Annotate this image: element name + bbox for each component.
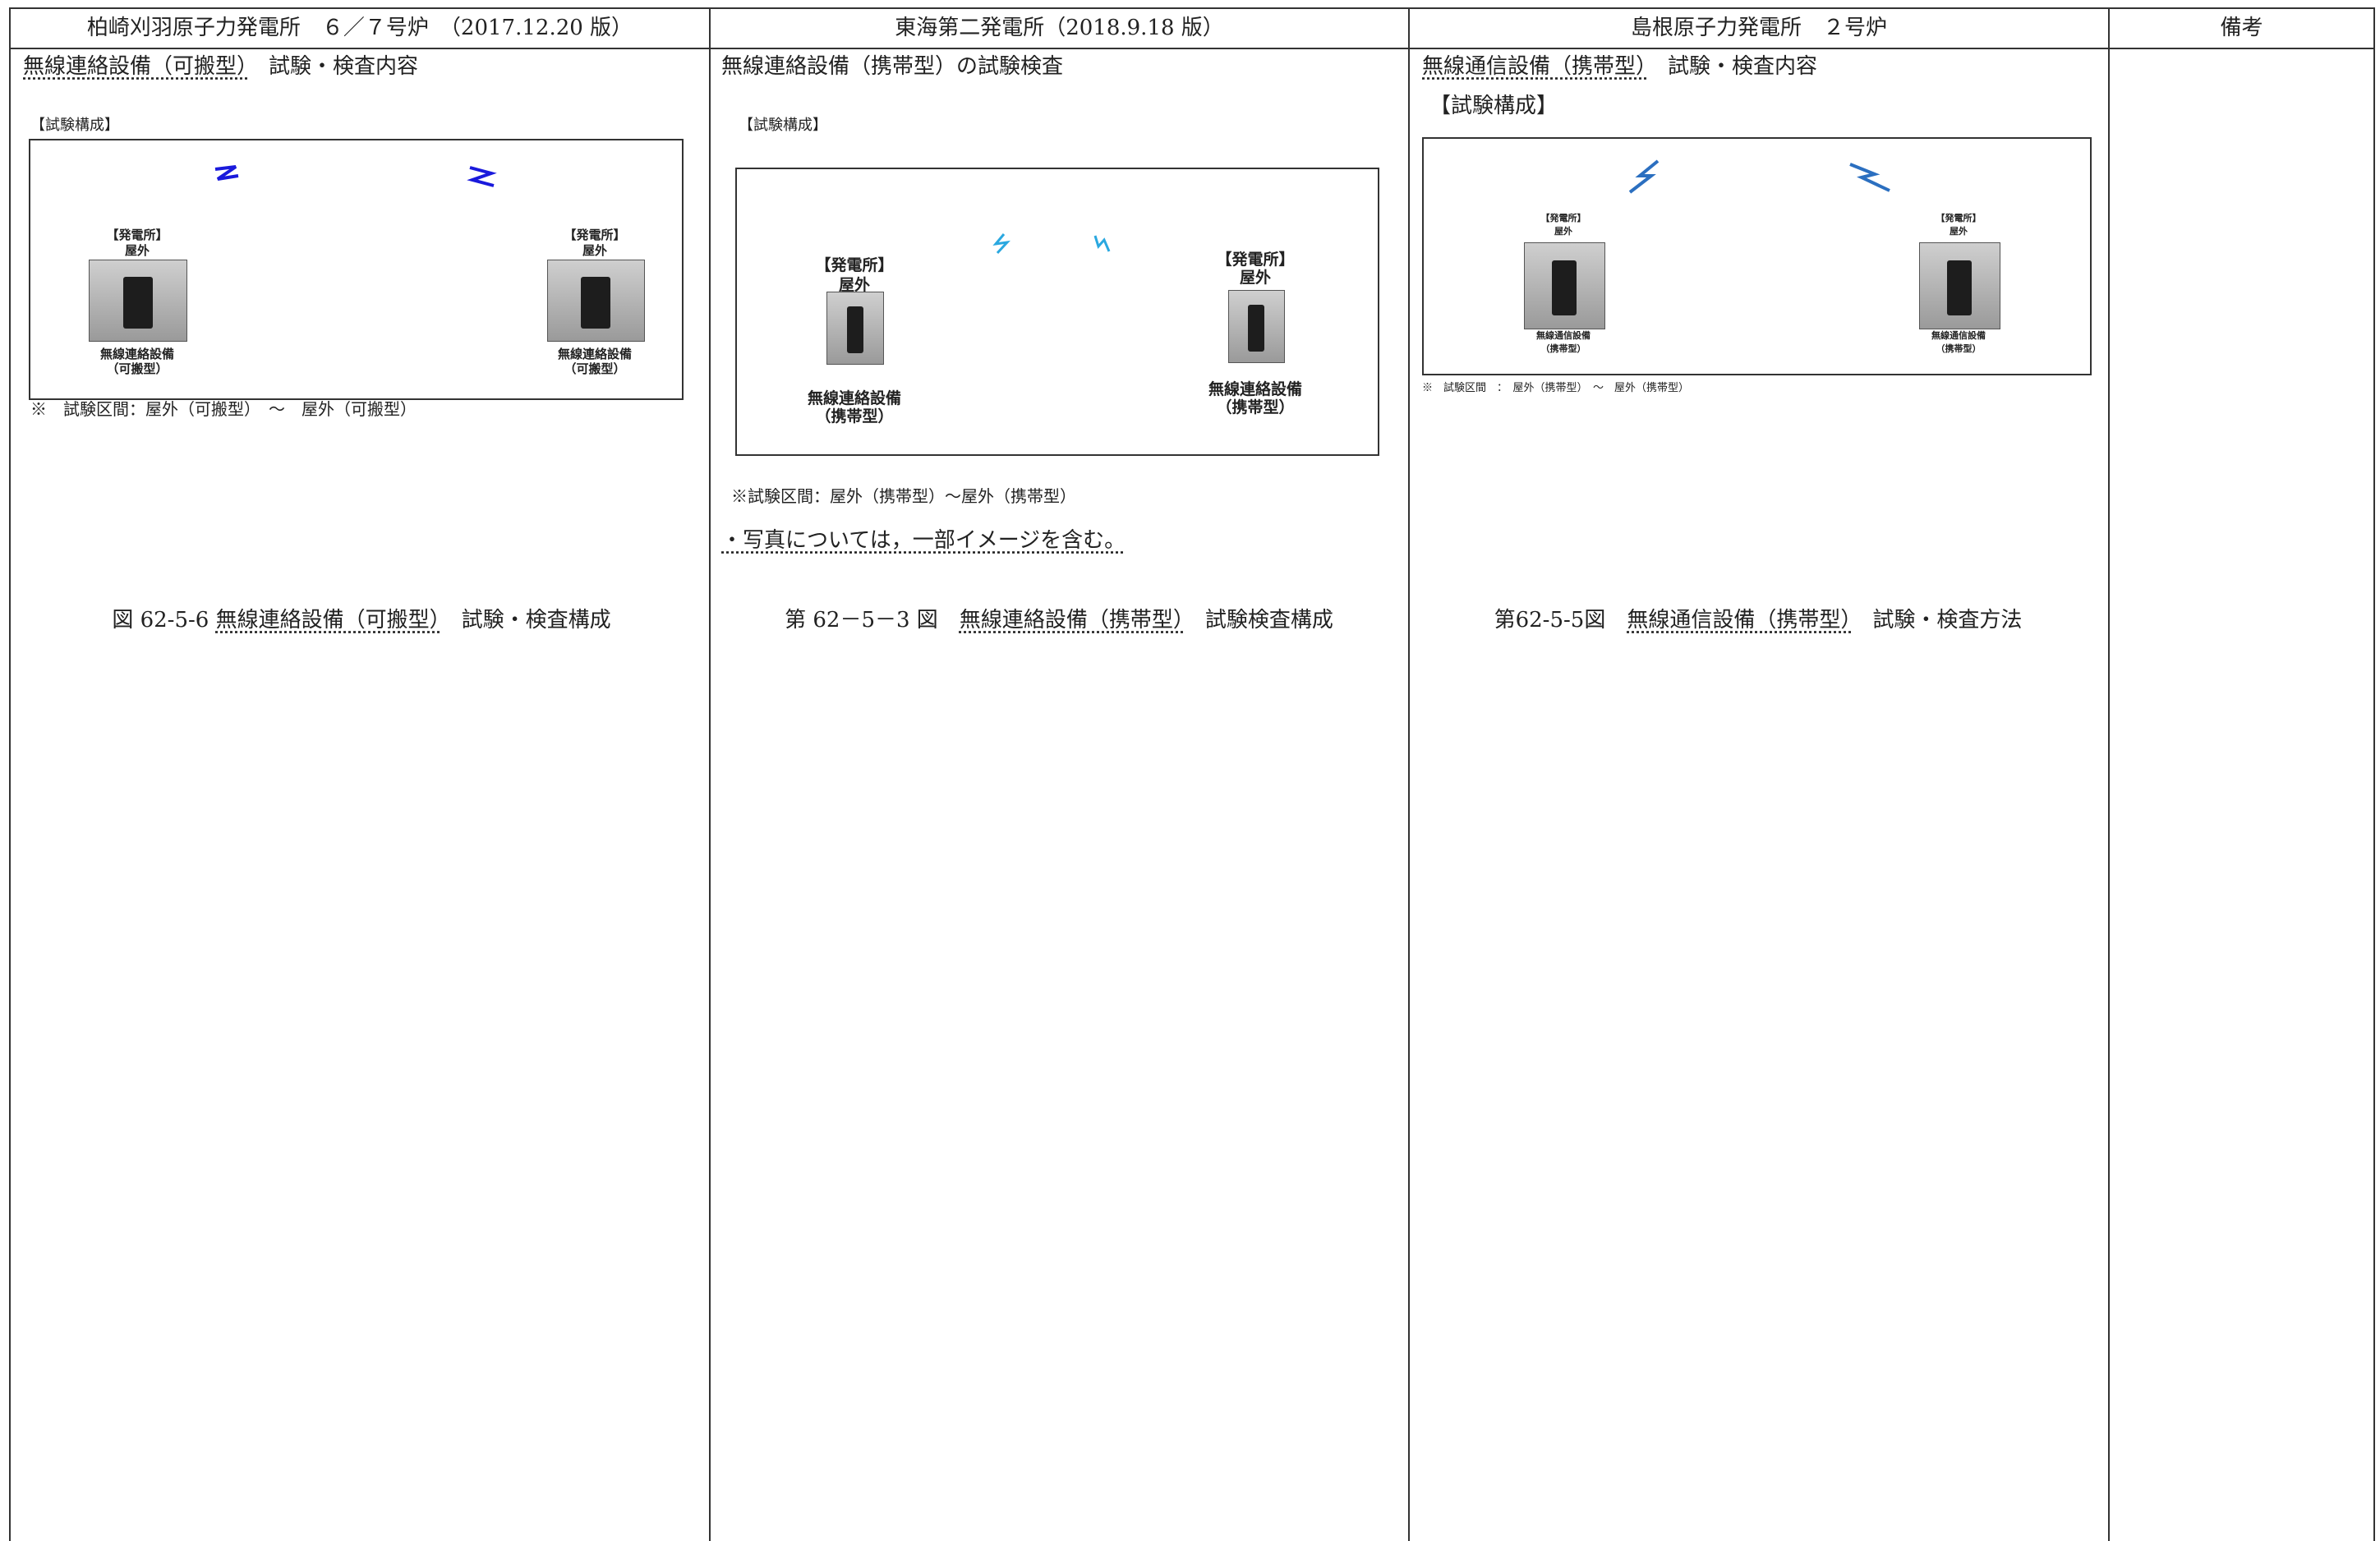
table-border [9, 7, 11, 1541]
station-device: 無線通信設備 [1536, 330, 1591, 342]
station-kind: （可搬型） [106, 361, 168, 376]
heading: 無線通信設備（携帯型） 試験・検査内容 [1422, 54, 1817, 80]
station-location: 屋外 [1950, 226, 1968, 237]
radio-wave [992, 233, 1010, 255]
station-place: 【発電所】 [564, 228, 626, 242]
heading-text: 試験・検査内容 [269, 54, 419, 79]
heading: 無線連絡設備（携帯型）の試験検査 [721, 54, 1064, 79]
diagram-frame [29, 139, 684, 400]
station-place: 【発電所】 [815, 255, 894, 274]
device-photo [1918, 242, 2000, 329]
station-device: 無線通信設備 [1931, 330, 1986, 342]
table-border [1408, 7, 1410, 1541]
caption-underlined: 無線連絡設備（可搬型） [215, 608, 440, 632]
station-place: 【発電所】 [1540, 213, 1586, 224]
radio-icon [1552, 260, 1577, 316]
station-place: 【発電所】 [1216, 250, 1295, 269]
caption-number: 第62-5-5図 [1494, 608, 1606, 632]
radio-wave [1849, 163, 1890, 192]
diagram-frame [735, 168, 1379, 456]
caption-text: 試験・検査構成 [461, 608, 611, 632]
table-border [2108, 7, 2110, 1541]
column-header: 柏崎刈羽原子力発電所 ６／７号炉 （2017.12.20 版） [86, 16, 633, 40]
radio-wave [467, 166, 497, 187]
note: ※試験区間：屋外（携帯型）～屋外（携帯型） [731, 486, 1076, 506]
caption: 第 62－5－3 図 無線連絡設備（携帯型） 試験検査構成 [730, 608, 1388, 633]
column-header: 島根原子力発電所 ２号炉 [1630, 16, 1887, 40]
radio-wave [1093, 235, 1111, 252]
station-location: 屋外 [1554, 226, 1572, 237]
station-device: 無線連絡設備 [99, 347, 174, 361]
table-border [709, 7, 711, 1541]
radio-icon [1247, 305, 1265, 352]
caption-underlined: 無線連絡設備（携帯型） [959, 608, 1184, 632]
station-kind: （携帯型） [1540, 343, 1586, 355]
device-photo [1523, 242, 1605, 329]
radio-wave [214, 165, 239, 181]
station-place: 【発電所】 [1936, 213, 1982, 224]
radio-wave [1628, 159, 1660, 194]
station-device: 無線連絡設備 [807, 389, 901, 407]
device-photo [89, 260, 187, 342]
caption-underlined: 無線通信設備（携帯型） [1627, 608, 1852, 632]
caption-number: 図 62-5-6 [112, 608, 209, 632]
note: ※ 試験区間 ： 屋外（携帯型） ～ 屋外（携帯型） [1422, 382, 1690, 394]
station-device: 無線連絡設備 [557, 347, 632, 361]
diagram-frame [1422, 137, 2092, 375]
station-location: 屋外 [124, 243, 150, 258]
caption: 図 62-5-6 無線連絡設備（可搬型） 試験・検査構成 [33, 608, 690, 633]
station-device: 無線連絡設備 [1208, 380, 1302, 398]
radio-icon [581, 276, 610, 329]
heading-text: 試験・検査内容 [1668, 54, 1818, 79]
station-place: 【発電所】 [106, 228, 168, 242]
note: ※ 試験区間：屋外（可搬型） ～ 屋外（可搬型） [30, 399, 417, 419]
photo-note: ・写真については，一部イメージを含む。 [721, 528, 1126, 553]
heading: 無線連絡設備（可搬型） 試験・検査内容 [23, 54, 418, 80]
station-location: 屋外 [1239, 268, 1271, 287]
heading-underlined: 無線通信設備（携帯型） [1422, 54, 1647, 79]
device-photo [546, 260, 645, 342]
station-location: 屋外 [838, 275, 870, 294]
station-kind: （可搬型） [564, 361, 626, 376]
lightning-layer [214, 159, 1890, 255]
caption-text: 試験検査構成 [1204, 608, 1333, 632]
column-header: 東海第二発電所（2018.9.18 版） [895, 16, 1224, 40]
column-header: 備考 [2220, 16, 2263, 40]
heading-underlined: 無線連絡設備（可搬型） [23, 54, 248, 79]
radio-icon [846, 306, 864, 353]
table-border [9, 7, 2375, 9]
caption-number: 第 62－5－3 図 [785, 608, 938, 632]
radio-icon [1947, 260, 1972, 316]
station-kind: （携帯型） [815, 407, 894, 426]
station-kind: （携帯型） [1216, 398, 1295, 416]
config-label: 【試験構成】 [1429, 94, 1558, 118]
config-label: 【試験構成】 [739, 117, 827, 134]
station-kind: （携帯型） [1936, 343, 1982, 355]
caption: 第62-5-5図 無線通信設備（携帯型） 試験・検査方法 [1429, 608, 2087, 633]
table-border [9, 48, 2375, 49]
device-photo [1227, 290, 1285, 363]
config-label: 【試験構成】 [30, 117, 119, 134]
table-border [2373, 7, 2375, 1541]
device-photo [826, 292, 884, 365]
caption-text: 試験・検査方法 [1872, 608, 2023, 632]
station-location: 屋外 [582, 243, 607, 258]
radio-icon [123, 276, 153, 329]
